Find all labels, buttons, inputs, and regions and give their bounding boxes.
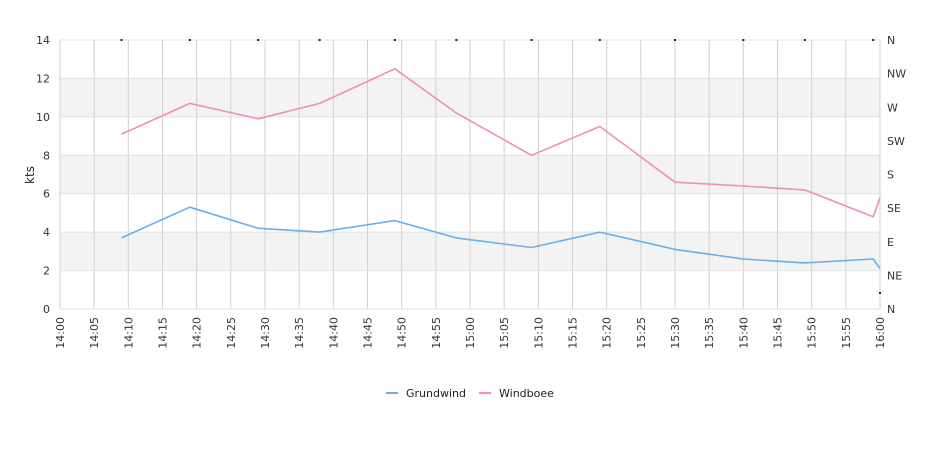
y-tick-label: 6 xyxy=(43,188,50,201)
x-tick-label: 14:25 xyxy=(225,317,238,349)
direction-mark xyxy=(879,292,881,294)
x-tick-label: 15:20 xyxy=(601,317,614,349)
legend-label: Grundwind xyxy=(406,387,466,400)
x-tick-label: 15:30 xyxy=(669,317,682,349)
x-axis-ticks: 14:00 14:05 14:10 14:15 14:20 14:25 14:30 14:35… xyxy=(54,317,887,349)
legend-label: Windboee xyxy=(499,387,554,400)
x-tick-label: 14:50 xyxy=(396,317,409,349)
series-lines xyxy=(121,68,881,270)
direction-label: NE xyxy=(887,269,902,282)
direction-label: SW xyxy=(887,135,905,148)
x-tick-label: 15:15 xyxy=(567,317,580,349)
series-line-grundwind xyxy=(121,206,881,270)
direction-label: SE xyxy=(887,202,901,215)
x-tick-label: 14:35 xyxy=(293,317,306,349)
x-tick-label: 14:00 xyxy=(54,317,67,349)
y-tick-label: 8 xyxy=(43,149,50,162)
x-tick-label: 14:45 xyxy=(362,317,375,349)
y-tick-label: 0 xyxy=(43,303,50,316)
legend-item-windboee[interactable]: Windboee xyxy=(479,387,554,400)
y-tick-label: 12 xyxy=(36,72,50,85)
direction-mark xyxy=(257,39,260,41)
direction-label: N xyxy=(887,34,895,47)
direction-label: E xyxy=(887,236,894,249)
direction-mark xyxy=(455,39,458,41)
direction-mark xyxy=(393,39,396,41)
x-tick-label: 15:45 xyxy=(772,317,785,349)
direction-mark xyxy=(318,39,321,41)
y-tick-label: 4 xyxy=(43,226,50,239)
x-tick-label: 15:25 xyxy=(635,317,648,349)
legend[interactable]: Grundwind Windboee xyxy=(386,387,554,400)
direction-mark xyxy=(742,39,745,41)
x-tick-label: 15:40 xyxy=(737,317,750,349)
x-tick-label: 14:55 xyxy=(430,317,443,349)
direction-axis-labels: N NE E SE S SW W NW N xyxy=(887,34,906,316)
x-tick-label: 15:10 xyxy=(532,317,545,349)
x-tick-label: 14:10 xyxy=(122,317,135,349)
y-tick-label: 2 xyxy=(43,265,50,278)
x-tick-label: 14:40 xyxy=(327,317,340,349)
direction-mark xyxy=(872,39,875,41)
direction-label: W xyxy=(887,101,898,114)
y-tick-label: 10 xyxy=(36,111,50,124)
direction-label: NW xyxy=(887,68,906,81)
direction-label: N xyxy=(887,303,895,316)
x-tick-label: 14:30 xyxy=(259,317,272,349)
direction-mark xyxy=(530,39,533,41)
x-tick-label: 14:15 xyxy=(157,317,170,349)
y-axis-ticks: 0 2 4 6 8 10 12 14 xyxy=(36,34,50,316)
x-tick-label: 15:35 xyxy=(703,317,716,349)
y-axis-title: kts xyxy=(23,166,37,184)
direction-mark xyxy=(120,39,123,41)
direction-mark xyxy=(674,39,676,41)
direction-label: S xyxy=(887,169,894,182)
x-tick-label: 14:20 xyxy=(191,317,204,349)
direction-marks xyxy=(120,39,881,294)
series-line-windboee xyxy=(121,68,881,218)
x-tick-label: 14:05 xyxy=(88,317,101,349)
x-tick-label: 15:50 xyxy=(806,317,819,349)
legend-item-grundwind[interactable]: Grundwind xyxy=(386,387,466,400)
x-tick-label: 15:00 xyxy=(464,317,477,349)
x-tick-label: 16:00 xyxy=(874,317,887,349)
y-tick-label: 14 xyxy=(36,34,50,47)
direction-mark xyxy=(188,39,191,41)
direction-mark xyxy=(803,39,806,41)
direction-mark xyxy=(598,39,601,41)
x-tick-label: 15:05 xyxy=(498,317,511,349)
vertical-gridlines xyxy=(59,40,881,309)
x-tick-label: 15:55 xyxy=(840,317,853,349)
